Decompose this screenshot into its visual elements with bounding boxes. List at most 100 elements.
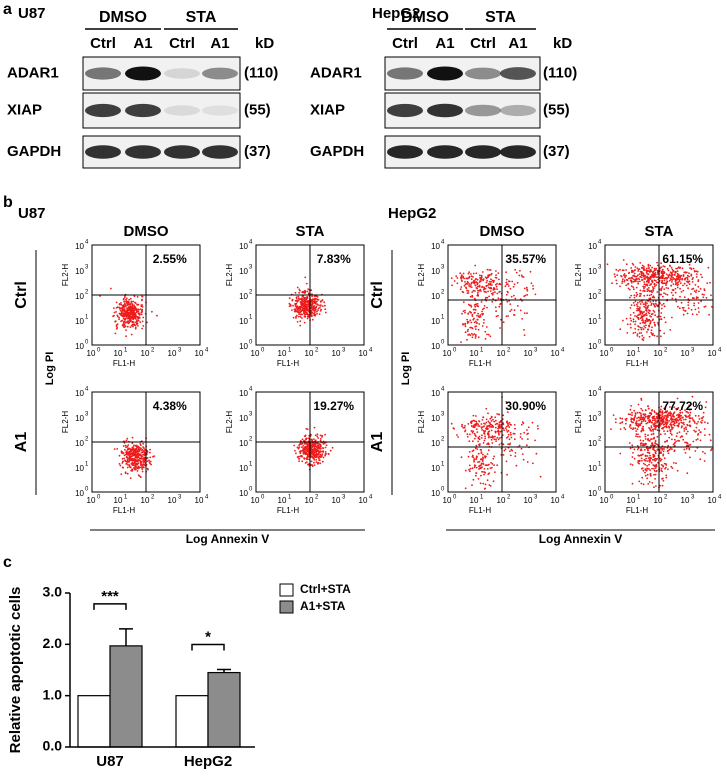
- event-dot: [673, 444, 676, 447]
- event-dot: [514, 268, 516, 271]
- event-dot: [305, 298, 308, 301]
- legend-swatch: [279, 600, 294, 614]
- event-dot: [310, 449, 313, 451]
- event-dot: [135, 444, 138, 447]
- event-dot: [127, 315, 130, 318]
- event-dot: [649, 309, 651, 312]
- event-dot: [631, 414, 633, 416]
- event-dot: [462, 323, 464, 326]
- event-dot: [126, 456, 129, 459]
- event-dot: [496, 288, 498, 290]
- event-dot: [322, 456, 325, 459]
- event-dot: [672, 413, 674, 416]
- event-dot: [141, 327, 143, 330]
- legend-label: A1+STA: [300, 599, 346, 613]
- event-dot: [470, 422, 473, 425]
- bar: [207, 671, 241, 748]
- event-dot: [685, 444, 688, 447]
- event-dot: [635, 433, 638, 435]
- event-dot: [636, 267, 639, 269]
- event-dot: [122, 317, 125, 319]
- x-tick-exponent: 1: [480, 495, 484, 501]
- event-dot: [642, 427, 644, 430]
- event-dot: [633, 272, 636, 275]
- event-dot: [462, 310, 465, 312]
- event-dot: [663, 279, 666, 282]
- event-dot: [692, 267, 695, 270]
- event-dot: [124, 460, 127, 463]
- event-dot: [653, 279, 656, 282]
- band: [125, 145, 161, 159]
- event-dot: [623, 427, 626, 429]
- event-dot: [701, 276, 703, 279]
- x-tick-exponent: 2: [507, 495, 511, 501]
- event-dot: [663, 282, 666, 284]
- y-tick-base: 10: [431, 267, 440, 276]
- event-dot: [684, 418, 687, 421]
- event-dot: [640, 276, 643, 279]
- event-dot: [695, 276, 698, 278]
- event-dot: [689, 411, 692, 414]
- event-dot: [676, 286, 679, 289]
- event-dot: [625, 419, 627, 422]
- y-tick-base: 10: [239, 292, 248, 301]
- band: [387, 103, 423, 118]
- y-tick-exponent: 4: [85, 387, 89, 393]
- channel-label: FL1-H: [277, 359, 299, 368]
- event-dot: [640, 420, 643, 423]
- event-dot: [321, 434, 324, 437]
- event-dot: [133, 295, 136, 298]
- event-dot: [129, 326, 132, 328]
- event-dot: [115, 301, 118, 304]
- event-dot: [310, 460, 313, 463]
- x-axis-label: Log Annexin V: [186, 532, 270, 546]
- event-dot: [669, 418, 672, 420]
- event-dot: [529, 270, 532, 273]
- event-dot: [494, 291, 496, 293]
- event-dot: [653, 411, 656, 414]
- event-dot: [638, 332, 641, 334]
- event-dot: [702, 416, 705, 418]
- event-dot: [643, 322, 646, 324]
- event-dot: [468, 271, 471, 273]
- event-dot: [125, 450, 128, 453]
- event-dot: [672, 418, 674, 420]
- event-dot: [634, 323, 636, 326]
- event-dot: [703, 289, 706, 292]
- treatment-label: DMSO: [401, 9, 449, 26]
- event-dot: [684, 278, 686, 281]
- event-dot: [142, 463, 145, 465]
- event-dot: [694, 308, 697, 311]
- event-dot: [308, 451, 310, 454]
- event-dot: [516, 305, 519, 307]
- event-dot: [142, 325, 145, 327]
- event-dot: [614, 418, 617, 420]
- event-dot: [650, 293, 653, 296]
- y-axis-label: Log PI: [400, 352, 412, 386]
- event-dot: [135, 450, 138, 453]
- event-dot: [324, 304, 326, 307]
- event-dot: [121, 319, 124, 322]
- event-dot: [632, 271, 635, 273]
- size-label: (110): [543, 64, 577, 81]
- event-dot: [142, 461, 145, 463]
- size-label: (37): [543, 143, 570, 160]
- event-dot: [646, 306, 649, 309]
- x-tick-exponent: 4: [205, 495, 209, 501]
- event-dot: [701, 417, 704, 419]
- event-dot: [120, 473, 123, 475]
- event-dot: [319, 462, 322, 465]
- event-dot: [625, 263, 628, 266]
- event-dot: [688, 414, 691, 416]
- y-tick-base: 10: [75, 242, 84, 251]
- event-dot: [615, 279, 618, 282]
- event-dot: [669, 271, 672, 274]
- event-dot: [141, 465, 144, 468]
- event-dot: [689, 425, 691, 428]
- event-dot: [120, 311, 123, 313]
- event-dot: [521, 438, 523, 440]
- event-dot: [513, 424, 516, 426]
- row-label: Ctrl: [369, 281, 386, 309]
- event-dot: [318, 459, 321, 461]
- event-dot: [469, 467, 472, 470]
